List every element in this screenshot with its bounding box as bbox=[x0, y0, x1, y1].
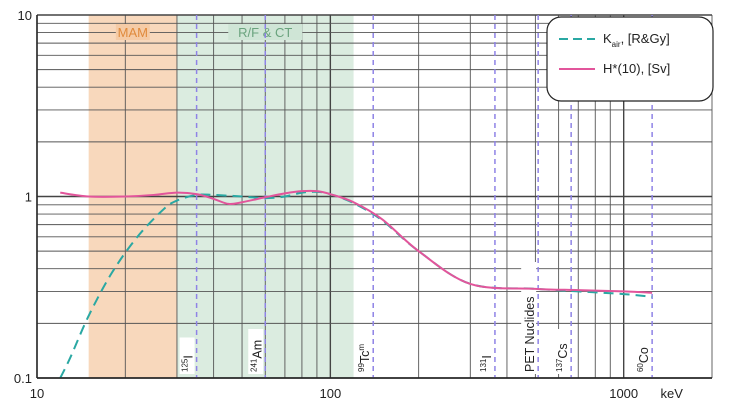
legend-label: H*(10), [Sv] bbox=[603, 61, 670, 76]
nuclide-label: 131I bbox=[479, 355, 494, 372]
nuclide-label-bg bbox=[356, 329, 372, 374]
nuclide-label-bg bbox=[521, 262, 537, 374]
axes: 10 100 1000 keV 10 1 0.1 bbox=[14, 8, 712, 401]
x-tick-label: 10 bbox=[30, 386, 44, 401]
x-tick-label: 100 bbox=[319, 386, 341, 401]
nuclide-label: PET Nuclides bbox=[523, 297, 537, 373]
nuclide-label-bg bbox=[635, 335, 651, 374]
nuclide-label: 137Cs bbox=[555, 343, 570, 372]
nuclide-label: 125I bbox=[181, 355, 196, 372]
nuclide-label-bg bbox=[248, 329, 264, 374]
series-lines bbox=[59, 189, 653, 379]
band-label: R/F & CT bbox=[238, 25, 292, 40]
x-tick-label: 1000 bbox=[609, 386, 638, 401]
band-label-bg bbox=[228, 24, 303, 40]
x-axis-unit: keV bbox=[660, 386, 683, 401]
nuclide-label-bg bbox=[477, 337, 493, 374]
legend-box bbox=[546, 16, 714, 102]
nuclide-label-bg bbox=[554, 329, 570, 374]
nuclide-label-bg bbox=[179, 337, 195, 374]
series-hstar10-line bbox=[60, 189, 653, 294]
nuclide-label: 99Tcm bbox=[357, 344, 372, 372]
legend: Kair, [R&Gy] H*(10), [Sv] bbox=[546, 16, 714, 102]
y-tick-label: 10 bbox=[18, 8, 32, 23]
band-label-bg bbox=[115, 24, 150, 40]
legend-label: Kair, [R&Gy] bbox=[603, 31, 670, 49]
y-tick-label: 0.1 bbox=[14, 371, 32, 386]
band-label: MAM bbox=[118, 25, 148, 40]
nuclide-label: 60Co bbox=[636, 347, 651, 372]
y-tick-label: 1 bbox=[25, 190, 32, 205]
nuclide-label: 241Am bbox=[249, 340, 264, 372]
